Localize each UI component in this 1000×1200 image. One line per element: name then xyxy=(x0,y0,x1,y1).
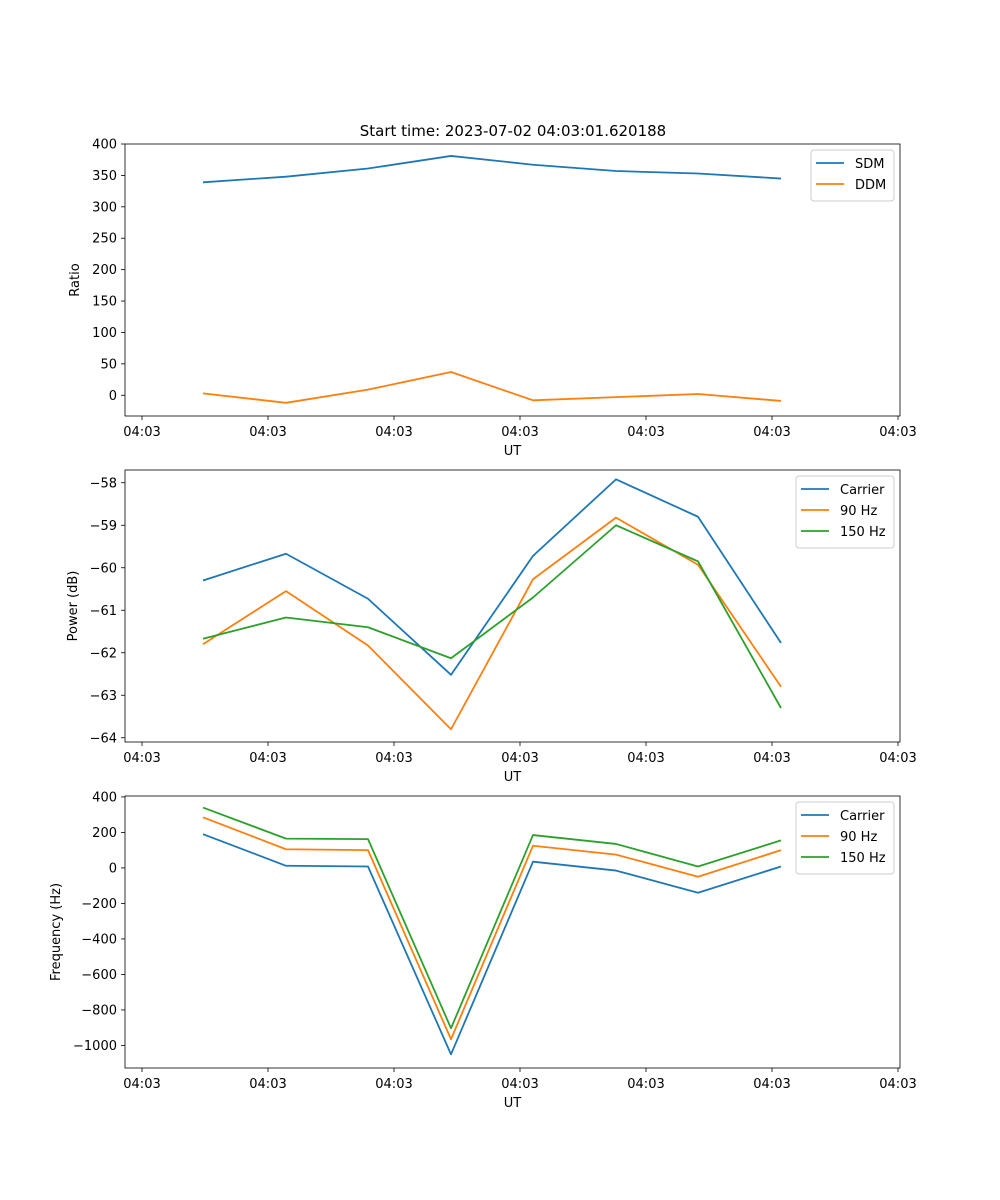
legend: Carrier 90 Hz 150 Hz xyxy=(795,801,895,875)
x-tick-label: 04:03 xyxy=(123,751,160,766)
series-line-carrier xyxy=(202,833,782,1056)
axes-frame xyxy=(124,143,901,417)
y-tick-label: −400 xyxy=(81,932,117,947)
legend-label: SDM xyxy=(855,157,884,172)
y-tick-label: −58 xyxy=(90,476,117,491)
legend-box xyxy=(795,475,895,549)
subplot-2: 04:03 04:03 04:03 04:03 04:03 04:03 04:03 UT −64… xyxy=(66,469,917,785)
x-tick-label: 04:03 xyxy=(249,425,286,440)
x-tick-label: 04:03 xyxy=(627,751,664,766)
y-tick-label: 400 xyxy=(92,790,117,805)
legend: SDM DDM xyxy=(810,149,895,202)
y-tick-label: −600 xyxy=(81,968,117,983)
x-tick-label: 04:03 xyxy=(753,1077,790,1092)
y-tick-label: −59 xyxy=(90,519,117,534)
figure-title: Start time: 2023-07-02 04:03:01.620188 xyxy=(360,122,666,140)
y-tick-label: 150 xyxy=(92,295,117,310)
y-axis-label: Ratio xyxy=(68,263,83,296)
x-tick-label: 04:03 xyxy=(879,1077,916,1092)
y-tick-label: 250 xyxy=(92,232,117,247)
x-tick-label: 04:03 xyxy=(627,1077,664,1092)
y-tick-label: 0 xyxy=(109,389,117,404)
y-tick-label: 100 xyxy=(92,326,117,341)
x-tick-label: 04:03 xyxy=(879,425,916,440)
x-tick-label: 04:03 xyxy=(375,751,412,766)
subplot-3: 04:03 04:03 04:03 04:03 04:03 04:03 04:03 UT −10… xyxy=(49,790,917,1111)
series-line-150-hz xyxy=(202,524,782,709)
legend-box xyxy=(795,801,895,875)
y-tick-label: −60 xyxy=(90,561,117,576)
series-line-carrier xyxy=(202,478,782,676)
y-tick-label: 300 xyxy=(92,200,117,215)
x-tick-label: 04:03 xyxy=(123,1077,160,1092)
y-tick-label: −63 xyxy=(90,689,117,704)
legend-label: 150 Hz xyxy=(840,525,886,540)
y-tick-label: 200 xyxy=(92,263,117,278)
x-tick-label: 04:03 xyxy=(249,751,286,766)
axes-frame xyxy=(124,795,901,1069)
y-axis-label: Frequency (Hz) xyxy=(49,883,64,981)
x-tick-label: 04:03 xyxy=(879,751,916,766)
x-tick-label: 04:03 xyxy=(123,425,160,440)
legend-label: DDM xyxy=(855,178,886,193)
legend-label: 90 Hz xyxy=(840,504,877,519)
x-axis-label: UT xyxy=(504,1096,522,1111)
y-tick-label: −800 xyxy=(81,1003,117,1018)
x-tick-label: 04:03 xyxy=(627,425,664,440)
x-tick-label: 04:03 xyxy=(501,425,538,440)
x-tick-label: 04:03 xyxy=(753,751,790,766)
x-tick-label: 04:03 xyxy=(375,425,412,440)
y-tick-label: −62 xyxy=(90,646,117,661)
x-tick-label: 04:03 xyxy=(249,1077,286,1092)
y-tick-label: 0 xyxy=(109,861,117,876)
axes-frame xyxy=(124,469,901,743)
series-line-90-hz xyxy=(202,816,782,1041)
y-tick-label: −200 xyxy=(81,897,117,912)
subplot-1: 04:03 04:03 04:03 04:03 04:03 04:03 04:03 UT 0 50… xyxy=(68,138,917,460)
plots-container: 04:03 04:03 04:03 04:03 04:03 04:03 04:03 UT 0 50… xyxy=(49,138,917,1112)
y-tick-label: 200 xyxy=(92,826,117,841)
x-axis-label: UT xyxy=(504,770,522,785)
x-axis-label: UT xyxy=(504,444,522,459)
legend-label: Carrier xyxy=(840,809,885,824)
y-axis-label: Power (dB) xyxy=(66,571,81,642)
y-tick-label: −61 xyxy=(90,604,117,619)
legend-label: 90 Hz xyxy=(840,830,877,845)
series-line-150-hz xyxy=(202,806,782,1030)
x-tick-label: 04:03 xyxy=(501,751,538,766)
legend-label: Carrier xyxy=(840,483,885,498)
y-tick-label: −1000 xyxy=(73,1039,117,1054)
x-tick-label: 04:03 xyxy=(375,1077,412,1092)
x-tick-label: 04:03 xyxy=(501,1077,538,1092)
legend-label: 150 Hz xyxy=(840,851,886,866)
y-tick-label: −64 xyxy=(90,731,117,746)
y-tick-label: 400 xyxy=(92,138,117,153)
series-line-sdm xyxy=(202,155,782,184)
series-line-90-hz xyxy=(202,516,782,731)
y-tick-label: 350 xyxy=(92,169,117,184)
series-line-ddm xyxy=(202,371,782,404)
x-tick-label: 04:03 xyxy=(753,425,790,440)
y-tick-label: 50 xyxy=(100,357,117,372)
legend: Carrier 90 Hz 150 Hz xyxy=(795,475,895,549)
